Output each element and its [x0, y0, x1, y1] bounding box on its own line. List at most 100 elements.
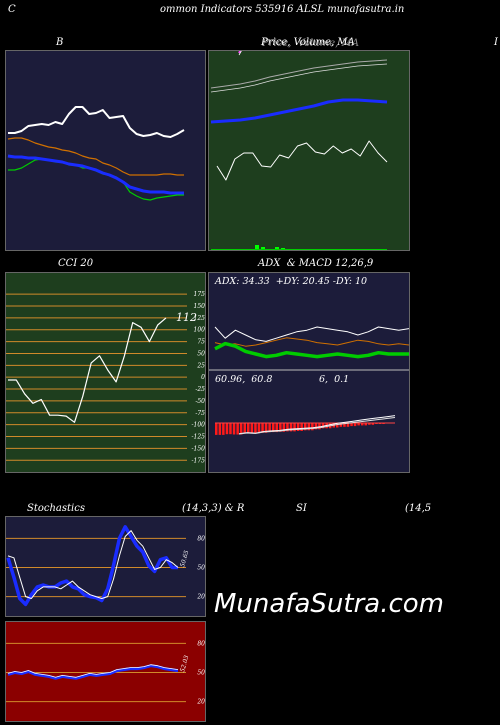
stochastics-value-label: 50.65 [179, 549, 190, 568]
macd-histogram-bar [272, 423, 275, 433]
cci-line [8, 317, 167, 423]
stochastics-k-line [7, 530, 179, 599]
macd-histogram-bar [247, 423, 250, 434]
macd-histogram-bar [371, 423, 375, 425]
macd-signal-line [238, 417, 396, 435]
cci-tick-label: -175 [192, 457, 206, 464]
header-left-letter: C [8, 4, 16, 15]
macd-histogram-bar [300, 423, 303, 431]
macd-histogram-bar [239, 423, 243, 435]
macd-line [238, 415, 396, 435]
macd-histogram-bar [250, 423, 254, 434]
macd-histogram-bar [243, 423, 246, 434]
macd-histogram-bar [343, 423, 346, 427]
rsi-params-label: (14,5 [405, 503, 432, 514]
macd-histogram-bar [321, 423, 325, 429]
macd-histogram-bar [229, 423, 232, 435]
rsi-tick-label: 20 [196, 699, 205, 706]
macd-values-text-2: 6, 0.1 [319, 374, 350, 385]
stochastics-chart: 80 50 20 50.65 [6, 525, 205, 607]
macd-histogram-bar [296, 423, 300, 431]
macd-histogram-bar [218, 423, 222, 435]
volume-bar [275, 247, 279, 250]
macd-histogram-bar [353, 423, 357, 427]
price-ma-label: Price, Volume, MA [261, 37, 355, 48]
macd-histogram-bar [336, 423, 339, 428]
stochastics-panel: 80 50 20 50.65 [5, 516, 206, 617]
rsi-tick-label: 80 [197, 640, 205, 647]
page-title: ommon Indicators 535916 ALSL munafasutra… [160, 4, 405, 15]
cci-tick-label: -150 [192, 445, 206, 452]
macd-histogram-bar [268, 423, 271, 433]
bollinger-upper-band [8, 158, 184, 201]
macd-histogram-bar [289, 423, 293, 432]
watermark-text: MunafaSutra.com [214, 589, 445, 619]
macd-histogram-bar [232, 423, 236, 435]
bollinger-middle-band [7, 154, 184, 195]
cci-tick-label: 150 [194, 303, 206, 310]
price-ma-label-overlap: Price, Volume, MA [262, 38, 359, 49]
macd-histogram-bar [368, 423, 371, 425]
stochastics-tick-label: 20 [196, 594, 205, 601]
macd-histogram-bar [339, 423, 343, 427]
rsi-panel: 80 50 20 52.03 [5, 621, 206, 722]
macd-histogram-bar [318, 423, 321, 430]
adx-macd-chart [209, 326, 409, 435]
stochastics-tick-label: 80 [197, 535, 205, 542]
bollinger-price-line [8, 106, 185, 138]
volume-bar [255, 245, 259, 250]
macd-histogram-bar [286, 423, 289, 432]
rsi-chart: 80 50 20 52.03 [6, 640, 205, 706]
bollinger-panel [5, 50, 206, 251]
cci-tick-label: 175 [194, 291, 206, 298]
macd-histogram-bar [236, 423, 239, 435]
macd-values-text: 60.96, 60.8 [215, 374, 273, 385]
price-long-ma-white [238, 51, 242, 56]
macd-histogram-bar [364, 423, 367, 426]
cci-tick-label: -125 [192, 434, 206, 441]
macd-histogram-bar [314, 423, 318, 430]
cci-tick-label: 50 [197, 350, 205, 357]
macd-histogram-bar [275, 423, 278, 433]
macd-histogram-bar [257, 423, 261, 434]
price-short-ma-blue [210, 98, 388, 124]
macd-histogram-bar [222, 423, 225, 435]
stoch-params-label: (14,3,3) & R [182, 503, 245, 514]
cci-tick-label: 125 [194, 315, 206, 322]
cci-panel: 175 150 125 100 75 50 25 0 -25 -50 -75 -100 -125 -150… [5, 272, 206, 473]
rsi-line-blue [7, 664, 179, 680]
price-ma-grey-2 [210, 63, 388, 93]
adx-macd-panel: ADX: 34.33 +DY: 20.45 -DY: 10 60.96, 60.… [208, 272, 410, 473]
macd-histogram-bar [215, 423, 218, 435]
cci-tick-label: -50 [195, 398, 205, 405]
macd-histogram-bar [361, 423, 364, 426]
cci-tick-label: -75 [195, 410, 205, 417]
rsi-value-label: 52.03 [179, 654, 190, 673]
adx-values-text: ADX: 34.33 +DY: 20.45 -DY: 10 [215, 276, 368, 287]
macd-histogram-bar [254, 423, 257, 434]
cci-label: CCI 20 [58, 258, 94, 269]
cci-tick-label: 100 [194, 327, 206, 334]
bollinger-lower-band [7, 137, 184, 176]
stochastics-d-line [6, 525, 178, 607]
cci-tick-label: 75 [197, 339, 205, 346]
cci-tick-label: -100 [192, 422, 206, 429]
minus-di-line [214, 341, 409, 359]
macd-histogram-bar [293, 423, 296, 432]
macd-histogram-bar [225, 423, 229, 435]
macd-histogram-bar [311, 423, 314, 431]
macd-histogram-bar [264, 423, 268, 433]
price-long-ma-magenta [238, 51, 242, 54]
bollinger-chart [7, 106, 185, 201]
cci-chart: 175 150 125 100 75 50 25 0 -25 -50 -75 -100 -125 -150… [6, 291, 206, 464]
right-cut-label: I [494, 37, 498, 48]
rsi-label: SI [296, 503, 307, 514]
bollinger-label: B [56, 37, 64, 48]
stochastics-tick-label: 50 [197, 565, 205, 572]
macd-histogram-bar [350, 423, 353, 427]
macd-histogram-bar [357, 423, 360, 426]
macd-histogram-bar [282, 423, 286, 432]
macd-histogram-bar [307, 423, 311, 431]
price-ma-panel [208, 50, 410, 251]
macd-histogram-bar [279, 423, 282, 432]
